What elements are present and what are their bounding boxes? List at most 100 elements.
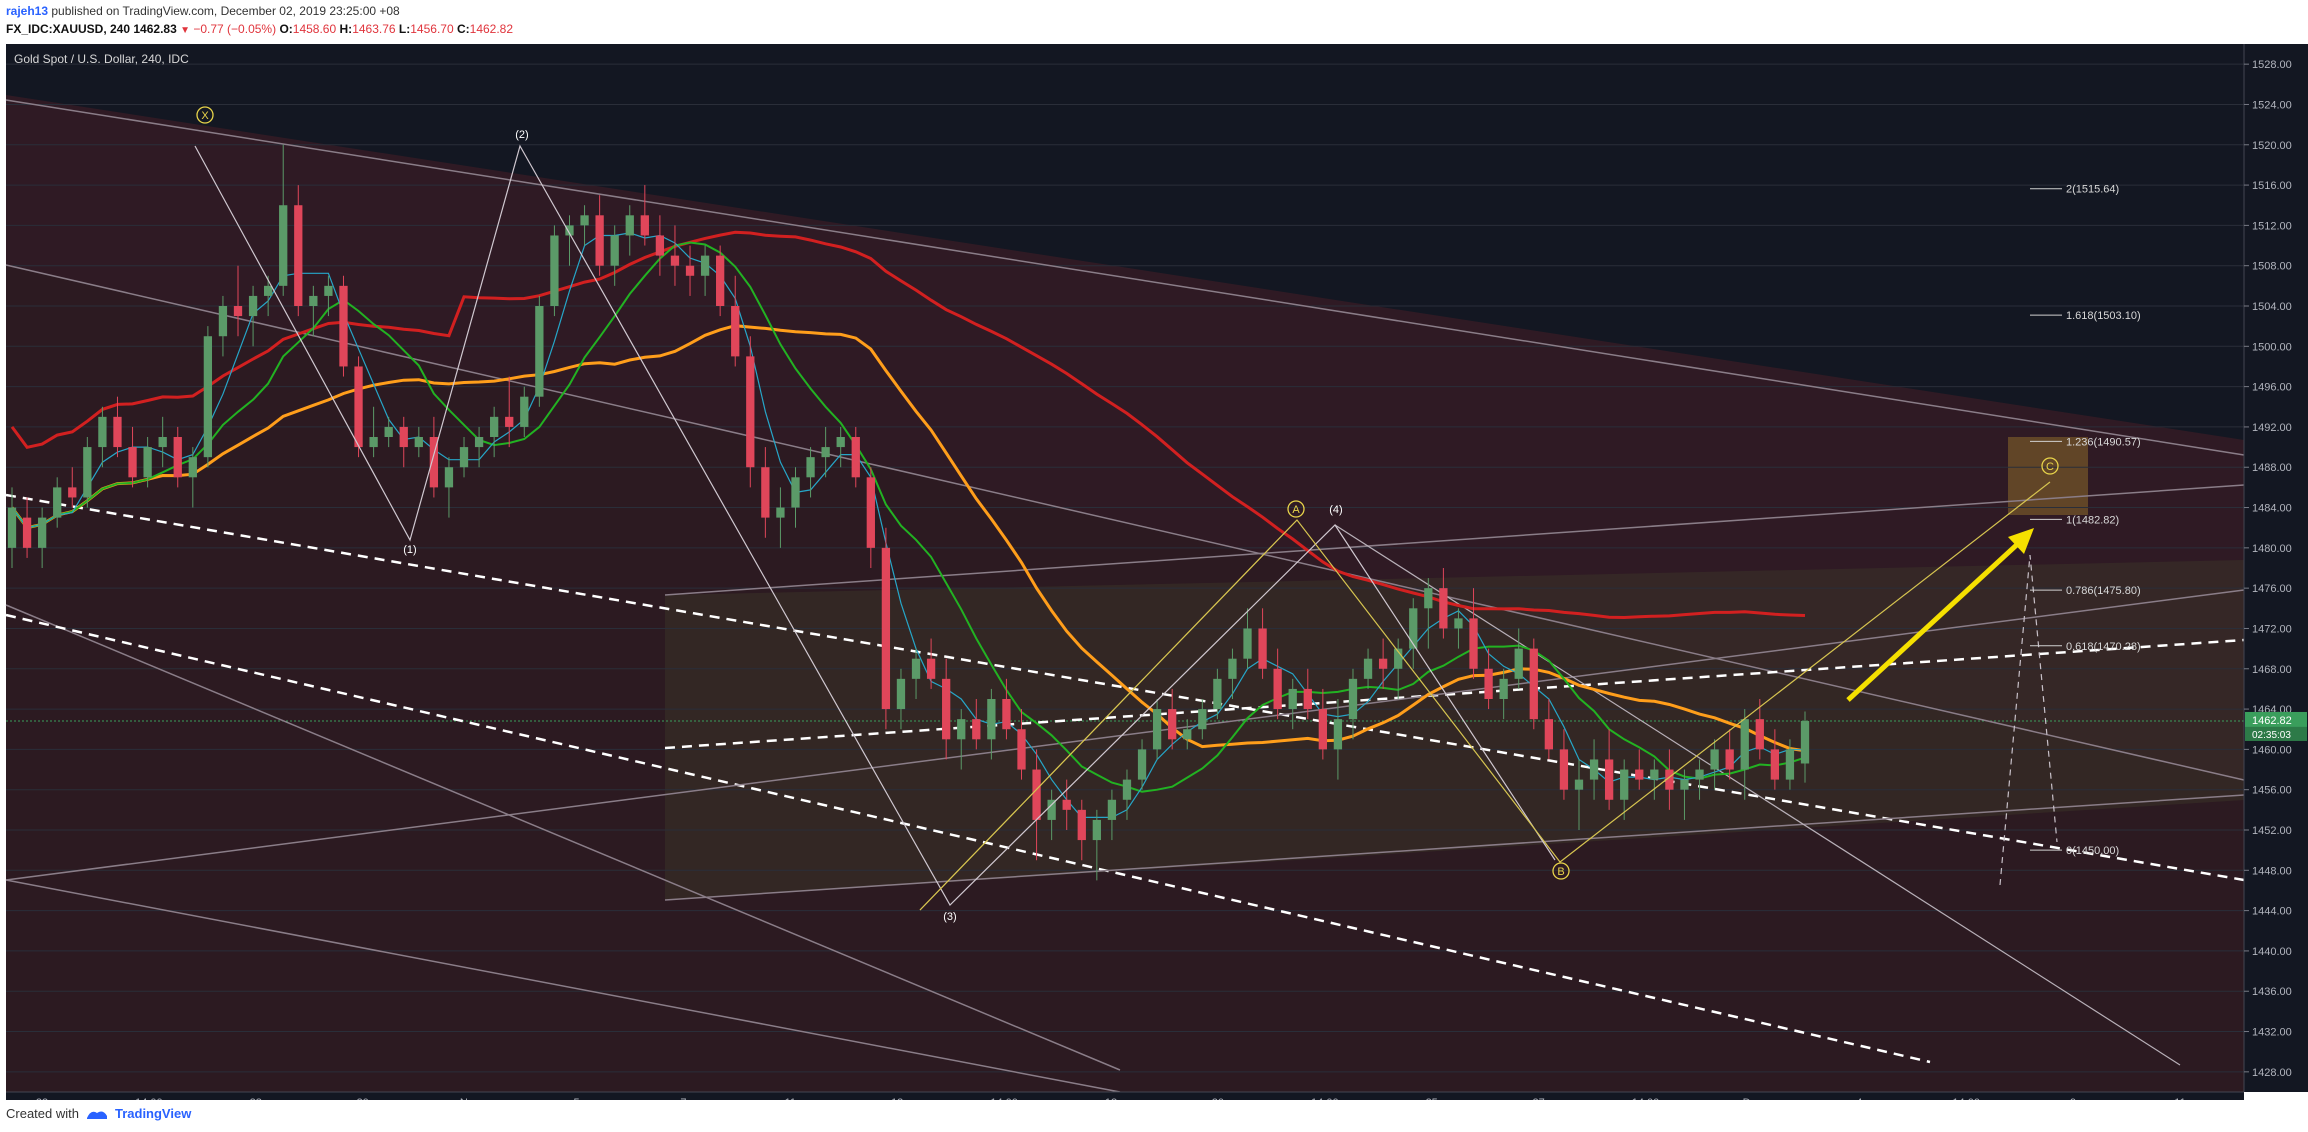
wave-label: (2) [515,129,528,141]
channel-trendline [5,879,1121,1093]
candle-up [1243,628,1252,659]
price-tick-label: 1476.00 [2252,583,2292,595]
time-tick-label: 5 [573,1097,579,1100]
candle-down [399,426,408,448]
dashed-trendline [5,493,2245,882]
candle-up [791,477,800,508]
candle-down [1258,628,1267,669]
close-value: 1462.82 [469,22,514,36]
down-triangle-icon: ▼ [180,25,191,36]
high-label: H: [339,22,353,36]
ohlc-header: FX_IDC:XAUUSD, 240 1462.83 ▼ −0.77 (−0.0… [6,22,513,36]
candle-down [294,205,303,306]
candle-up [83,447,92,498]
candle-down [1529,648,1538,720]
tradingview-logo-icon [86,1111,107,1119]
candle-down [1755,719,1764,750]
rising-trendline [5,589,2245,881]
triangle-upper [664,484,2245,596]
last-price-tag [2245,711,2307,727]
candle-up [1152,709,1162,750]
candle-down [716,255,725,306]
channel-trendline [5,604,1121,1071]
candle-up [520,396,529,427]
price-tick-label: 1480.00 [2252,543,2292,555]
price-tick-label: 1484.00 [2252,503,2292,515]
candle-down [640,215,649,236]
candle-up [188,457,197,478]
time-tick-label: 14:00 [990,1097,1018,1100]
footer: Created with TradingView [6,1106,191,1121]
candle-up [53,487,62,518]
author-link[interactable]: rajeh13 [6,4,49,18]
candle-up [806,457,815,478]
candle-up [203,336,213,458]
abc-parallel [919,519,1298,911]
candle-up [1394,648,1403,669]
ma-orange-line [10,324,1806,753]
price-tick-label: 1512.00 [2252,220,2292,232]
candle-up [1574,779,1584,790]
candle-up [1800,720,1810,764]
wave-annotations: X (2) (1) (3) A (4) B C [194,106,2059,923]
candle-down [1077,809,1086,841]
candles [7,144,1810,881]
wave-label: A [1292,504,1300,516]
candle-up [1454,618,1463,629]
candle-down [1665,769,1674,790]
wave-projection-line [1334,524,2181,1066]
wave-label: (1) [403,544,416,556]
time-tick-label: 18 [1105,1097,1117,1100]
triangle-lower [664,794,2245,901]
ma-green-line [11,241,1806,793]
candle-down [22,517,32,548]
time-axis[interactable]: 23 14:00 28 30 Nov 5 7 11 13 14:00 18 20 14:00 25 27 14… [6,1091,2244,1100]
candle-up [309,295,318,306]
candle-up [1213,678,1222,710]
price-axis[interactable]: 1428.00 1432.00 1436.00 1440.00 1444.00 1448.… [2243,44,2308,1092]
candle-up [821,447,830,458]
countdown-label: 02:35:03 [2252,730,2291,741]
candle-down [1544,719,1554,750]
price-tick-label: 1524.00 [2252,99,2292,111]
tradingview-brand[interactable]: TradingView [114,1106,192,1121]
price-chart[interactable]: X (2) (1) (3) A (4) B C 2(1515.64) 1.618(1503.10… [0,0,2308,1100]
time-tick-label: 7 [680,1097,686,1100]
wave-label: B [1557,866,1564,878]
time-tick-label: 14:00 [135,1097,163,1100]
fib-level-label: 2(1515.64) [2066,184,2119,196]
time-tick-label: 20 [1212,1097,1224,1100]
fib-level-label: 1(1482.82) [2066,514,2119,526]
candle-up [1740,719,1749,770]
price-tick-label: 1488.00 [2252,462,2292,474]
candle-down [505,416,514,427]
candle-up [580,215,589,226]
candle-up [384,426,393,437]
candle-up [143,447,152,478]
candle-up [459,447,469,468]
candle-up [324,285,333,296]
time-tick-label: 4 [1856,1097,1862,1100]
candle-up [1107,799,1117,820]
candle-down [761,467,770,518]
time-tick-label: 11 [2174,1097,2185,1100]
candle-up [7,507,17,548]
candle-down [1484,668,1493,699]
candle-down [173,437,182,478]
price-tick-label: 1508.00 [2252,261,2292,273]
candle-up [158,437,167,448]
projection-arrow [1846,538,2024,702]
price-tick-label: 1500.00 [2252,341,2292,353]
wave-label: (4) [1329,504,1342,516]
candle-down [866,477,875,548]
candle-down [1725,749,1734,770]
candle-up [1198,709,1207,730]
candle-down [972,719,981,740]
time-tick-label: 25 [1426,1097,1438,1100]
candle-up [1122,779,1132,800]
low-label: L: [398,22,411,36]
dashed-trendline [5,613,1931,1064]
symbol-label: FX_IDC:XAUUSD, 240 [6,22,131,36]
candle-down [1273,668,1282,710]
wave-label: X [201,110,209,122]
